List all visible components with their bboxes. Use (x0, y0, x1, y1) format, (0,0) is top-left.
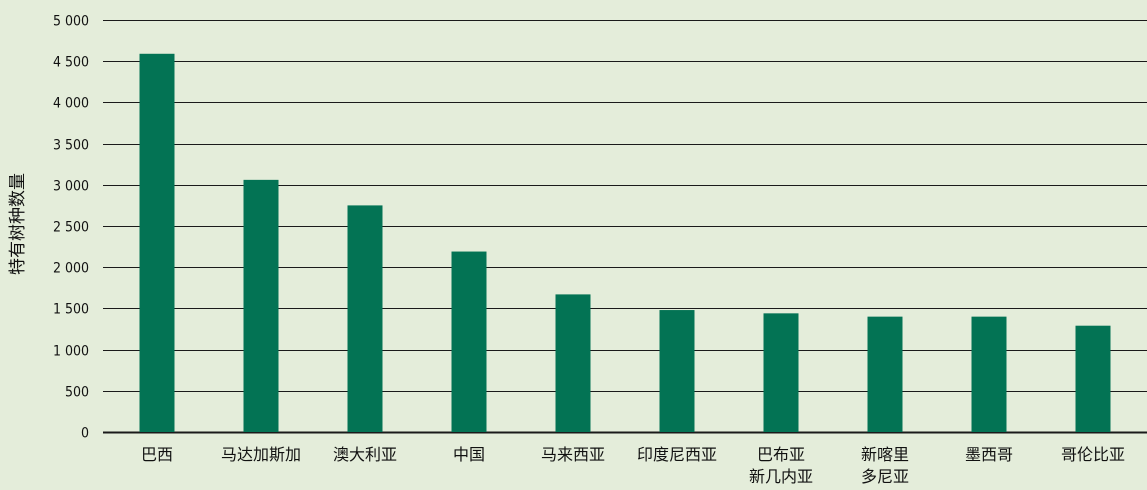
bar (659, 310, 695, 432)
y-tick-label: 1 000 (53, 344, 89, 360)
x-tick-label: 哥伦比亚 (1061, 445, 1125, 464)
bar (867, 316, 903, 432)
x-tick-label: 印度尼西亚 (637, 445, 717, 464)
bars (139, 53, 1111, 433)
x-tick-label: 澳大利亚 (333, 445, 397, 464)
y-tick-label: 3 500 (53, 138, 89, 154)
x-tick-label: 巴布亚新几内亚 (749, 445, 813, 486)
bar (347, 205, 383, 432)
bar (555, 294, 591, 432)
y-tick-label: 4 500 (53, 55, 89, 71)
x-tick-label: 墨西哥 (965, 445, 1013, 464)
y-tick-label: 500 (65, 385, 89, 401)
x-tick-label: 新喀里多尼亚 (861, 445, 909, 486)
y-tick-label: 4 000 (53, 96, 89, 112)
y-tick-label: 3 000 (53, 179, 89, 195)
bar (243, 179, 279, 432)
bar (763, 313, 799, 432)
y-tick-label: 1 500 (53, 302, 89, 318)
y-tick-label: 5 000 (53, 14, 89, 30)
y-axis-title: 特有树种数量 (8, 173, 28, 275)
x-tick-label: 巴西 (141, 445, 173, 464)
x-tick-label: 马来西亚 (541, 445, 605, 464)
y-axis-ticks: 0 500 1 000 1 500 2 000 2 500 3 000 3 500 4 000 4… (53, 14, 89, 442)
y-tick-label: 0 (81, 426, 89, 442)
bar (971, 316, 1007, 432)
bar (451, 251, 487, 432)
x-axis-labels: 巴西 马达加斯加 澳大利亚 中国 马来西亚 印度尼西亚 巴布亚新几内亚 新喀里多尼亚 墨西哥 哥伦… (141, 445, 1125, 486)
bar (139, 53, 175, 433)
bar (1075, 325, 1111, 432)
y-tick-label: 2 500 (53, 220, 89, 236)
x-tick-label: 马达加斯加 (221, 445, 301, 464)
x-tick-label: 中国 (453, 445, 485, 464)
y-tick-label: 2 000 (53, 261, 89, 277)
